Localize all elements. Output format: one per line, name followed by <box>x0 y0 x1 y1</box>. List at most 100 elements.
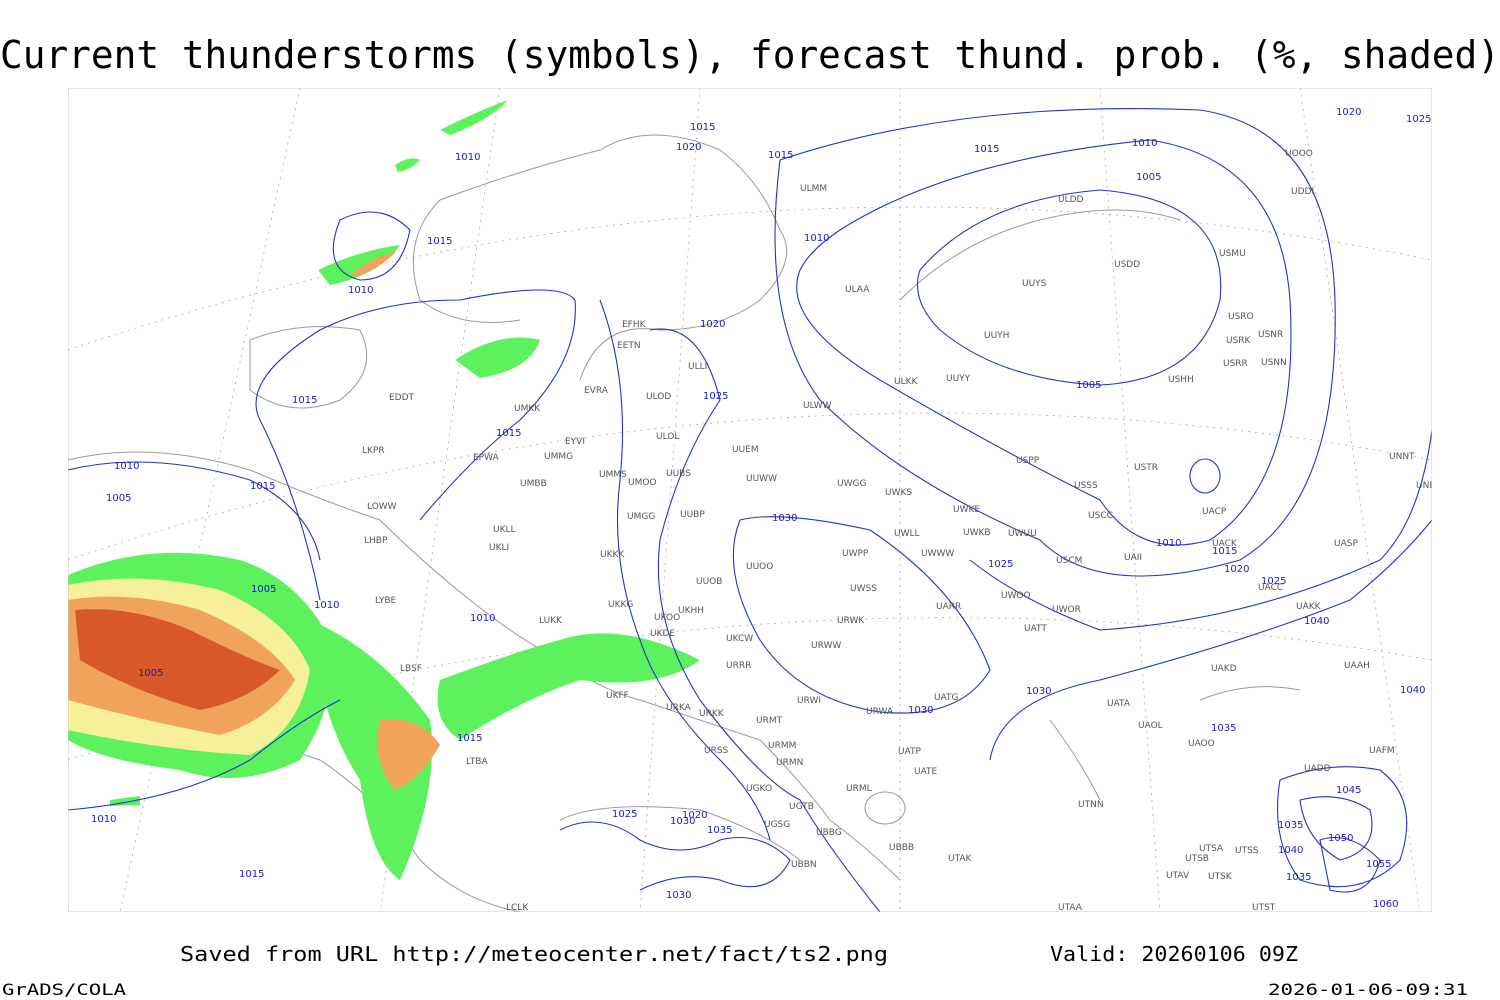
isobar-label: 1015 <box>496 428 521 439</box>
station-label: UMMG <box>544 452 573 462</box>
station-label: UATE <box>914 767 938 777</box>
station-label: UUWW <box>746 474 777 484</box>
station-label: LTBA <box>466 757 488 767</box>
station-label: LOWW <box>367 502 397 512</box>
station-label: EPWA <box>473 453 500 463</box>
station-label: USCM <box>1056 556 1082 566</box>
station-label: UWOR <box>1052 605 1081 615</box>
station-label: LBSF <box>400 664 422 674</box>
station-label: UAII <box>1124 553 1142 563</box>
station-label: URWI <box>797 696 821 706</box>
station-label: UAKK <box>1296 602 1322 612</box>
station-label: EVRA <box>584 386 609 396</box>
isobar-label: 1035 <box>707 825 732 836</box>
station-label: USRR <box>1223 359 1248 369</box>
station-label: EFHK <box>622 320 647 330</box>
isobar-label: 1015 <box>427 236 452 247</box>
map-labels: ULMM ULDD USDD UUYS USMU ULAA USRO USRK USNR USRR… <box>91 107 1432 913</box>
station-label: UWKB <box>963 528 991 538</box>
station-label: UTST <box>1252 903 1276 913</box>
station-label: UACC <box>1258 583 1283 593</box>
station-label: UATA <box>1107 699 1131 709</box>
station-label: EYVI <box>565 437 585 447</box>
isobar-label: 1055 <box>1366 859 1391 870</box>
isobar-label: 1040 <box>1278 845 1303 856</box>
station-label: UKKG <box>608 600 633 610</box>
station-label: UTAV <box>1166 871 1190 881</box>
station-label: ULOD <box>646 392 671 402</box>
station-label: UTNN <box>1078 800 1104 810</box>
station-label: LYBE <box>375 596 396 606</box>
isobar-label: 1005 <box>1076 380 1101 391</box>
station-label: UKLL <box>493 525 516 535</box>
station-label: UMGG <box>627 512 655 522</box>
software: GrADS/COLA <box>2 980 126 999</box>
station-label: UKOO <box>654 613 680 623</box>
station-label: UTSK <box>1208 872 1233 882</box>
station-label: UAKD <box>1211 664 1237 674</box>
station-label: URMT <box>756 716 783 726</box>
isobar-label: 1030 <box>908 705 933 716</box>
isobar-label: 1025 <box>612 809 637 820</box>
station-label: LHBP <box>364 536 388 546</box>
station-label: USCC <box>1088 511 1113 521</box>
isobar-label: 1030 <box>670 816 695 827</box>
station-label: UBBB <box>889 843 914 853</box>
station-label: USHH <box>1168 375 1194 385</box>
isobar-label: 1010 <box>470 613 495 624</box>
station-label: UWGG <box>837 479 866 489</box>
station-label: UTAK <box>948 854 973 864</box>
station-label: UACP <box>1202 507 1227 517</box>
isobar-label: 1050 <box>1328 833 1353 844</box>
isobar-label: 1010 <box>114 461 139 472</box>
station-label: URWW <box>811 641 841 651</box>
station-label: LKPR <box>362 446 385 456</box>
isobar-label: 1005 <box>1136 172 1161 183</box>
station-label: UMOO <box>628 478 657 488</box>
station-label: UARR <box>936 602 961 612</box>
station-label: UWUU <box>1008 529 1037 539</box>
valid-time: Valid: 20260106 09Z <box>1050 942 1298 966</box>
station-label: UBBG <box>816 828 842 838</box>
station-label: URSS <box>704 746 729 756</box>
station-label: UAOO <box>1188 739 1215 749</box>
station-label: UTSS <box>1235 846 1259 856</box>
isobar-label: 1040 <box>1304 616 1329 627</box>
isobar-label: 1025 <box>703 391 728 402</box>
station-label: UOOO <box>1285 149 1313 159</box>
station-label: UATP <box>898 747 922 757</box>
isobar-label: 1020 <box>700 319 725 330</box>
isobar-label: 1020 <box>1336 107 1361 118</box>
station-label: ULWW <box>803 401 832 411</box>
station-label: UKKK <box>600 550 625 560</box>
station-label: UWKE <box>953 505 980 515</box>
station-label: UWWW <box>921 549 954 559</box>
station-label: UAAH <box>1344 661 1370 671</box>
isobar-label: 1030 <box>666 890 691 901</box>
station-label: EDDT <box>389 393 415 403</box>
isobar-label: 1005 <box>106 493 131 504</box>
station-label: UMBB <box>520 479 547 489</box>
station-label: USTR <box>1134 463 1158 473</box>
station-label: UATG <box>934 693 959 703</box>
isobar-label: 1035 <box>1286 872 1311 883</box>
isobar-label: 1035 <box>1278 820 1303 831</box>
isobar-label: 1045 <box>1336 785 1361 796</box>
station-label: LCLK <box>506 903 529 913</box>
station-label: ULLI <box>688 362 707 372</box>
station-label: UTSA <box>1199 844 1224 854</box>
station-label: UUOO <box>746 562 773 572</box>
map: ULMM ULDD USDD UUYS USMU ULAA USRO USRK USNR USRR… <box>68 88 1432 913</box>
isobar-label: 1005 <box>138 668 163 679</box>
station-label: UDDI <box>1291 187 1314 197</box>
station-label: USRO <box>1228 312 1254 322</box>
isobar-label: 1025 <box>1406 114 1431 125</box>
station-label: USPP <box>1016 456 1040 466</box>
isobar-label: 1015 <box>690 122 715 133</box>
isobar-label: 1015 <box>1212 546 1237 557</box>
station-label: URML <box>846 784 872 794</box>
station-label: UUBS <box>666 469 691 479</box>
station-label: USSS <box>1074 481 1098 491</box>
